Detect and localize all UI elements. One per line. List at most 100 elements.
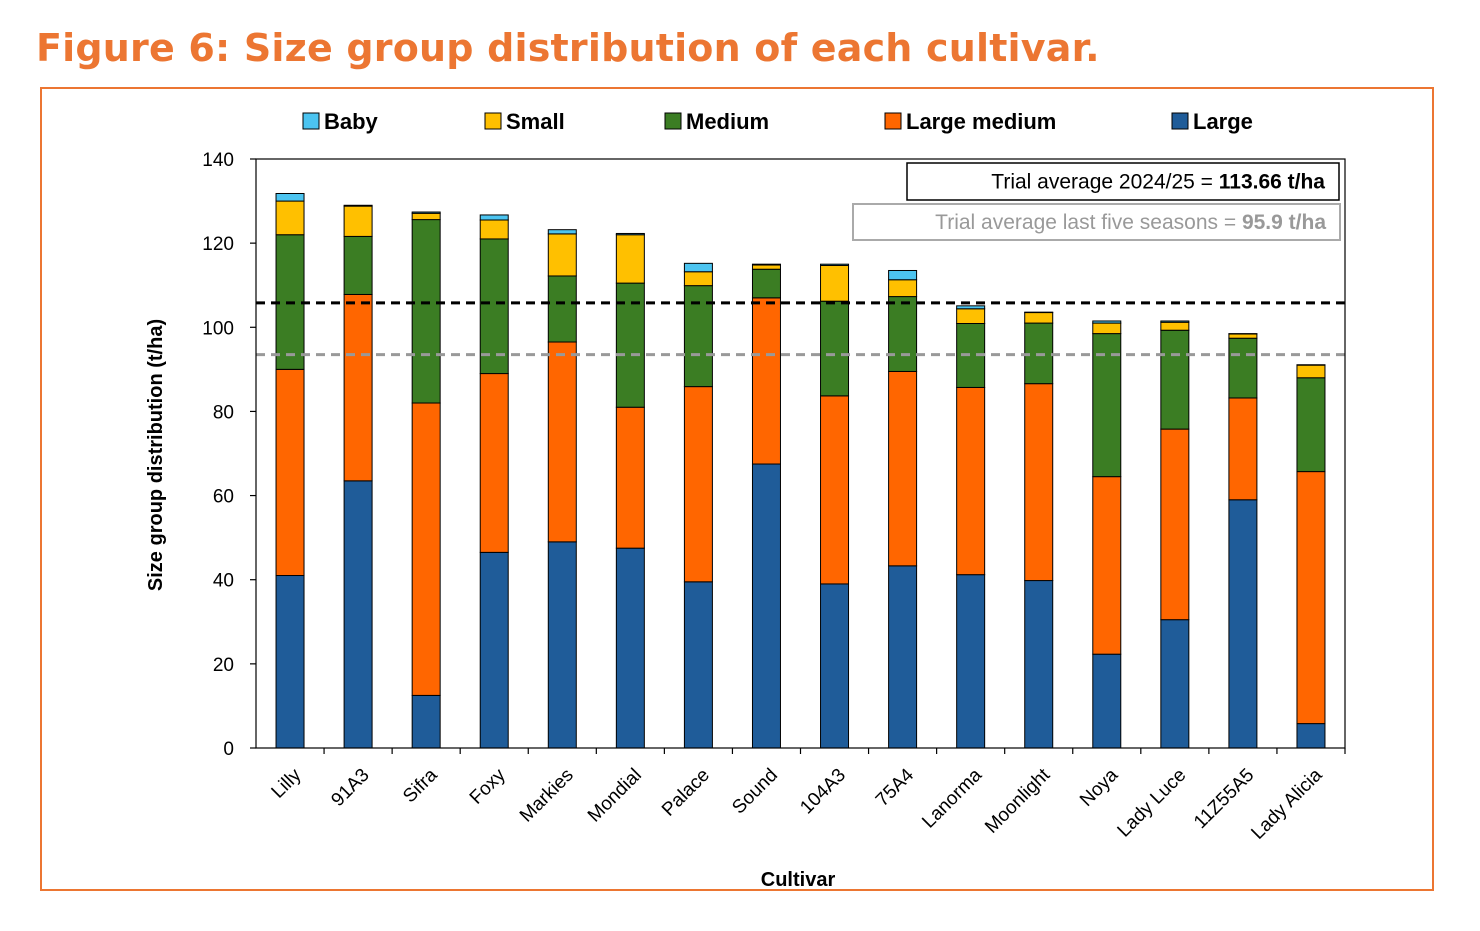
reference-annotation-2: Trial average last five seasons = 95.9 t…	[935, 211, 1326, 234]
bar-segment-small	[751, 264, 781, 270]
reference-lines	[256, 301, 1345, 357]
reference-value: 113.66 t/ha	[1219, 171, 1326, 194]
bar-segment-medium	[1160, 329, 1190, 430]
x-tick-label: 104A3	[796, 765, 850, 819]
bar-segment-small	[1228, 333, 1258, 339]
bar-segment-large	[479, 551, 509, 749]
bar-segment-small	[1092, 322, 1122, 335]
bar-segment-small	[956, 308, 986, 324]
bar-segment-small	[615, 234, 645, 284]
bar-segment-large-medium	[1296, 471, 1326, 725]
bar-segment-baby	[888, 269, 918, 281]
legend-label-small: Small	[506, 109, 565, 134]
legend-label-large: Large	[1193, 109, 1253, 134]
reference-boxes: Trial average 2024/25 = 113.66 t/ha Trial…	[852, 162, 1341, 241]
bar-segment-large	[1296, 723, 1326, 749]
x-tick-label: Lady Alicia	[1247, 764, 1326, 843]
bar-segment-small	[1160, 321, 1190, 331]
bar-segment-large	[343, 480, 373, 749]
bar-segment-small	[547, 233, 577, 277]
x-axis-label: Cultivar	[761, 869, 836, 891]
bar-segment-large	[275, 575, 305, 749]
bar-segment-large-medium	[1092, 476, 1122, 655]
x-tick-label: Lady Luce	[1114, 765, 1191, 842]
reference-label: Trial average 2024/25 =	[991, 171, 1218, 194]
bar-segment-baby	[615, 232, 645, 236]
legend-swatch-medium	[664, 112, 682, 130]
bar-segment-baby	[547, 229, 577, 235]
bar-segment-small	[479, 219, 509, 240]
x-tick-label: Foxy	[466, 764, 510, 808]
y-tick-label: 140	[202, 150, 234, 171]
bar-segment-medium	[411, 219, 441, 404]
bar-segment-large	[751, 463, 781, 749]
bar-segment-baby	[751, 263, 781, 266]
bar-segment-medium	[1228, 337, 1258, 399]
bar-segment-baby	[479, 214, 509, 221]
x-tick-label: Markies	[516, 765, 578, 827]
x-tick-label: Lilly	[268, 764, 306, 802]
legend-swatch-baby	[302, 112, 320, 130]
bar-segment-large-medium	[275, 368, 305, 577]
legend-swatch-large-medium	[884, 112, 902, 130]
bar-segment-small	[1296, 364, 1326, 379]
x-tick-label: 91A3	[327, 765, 373, 811]
y-axis-label: Size group distribution (t/ha)	[145, 319, 167, 591]
legend-swatch-small	[484, 112, 502, 130]
bar-segment-baby	[343, 204, 373, 207]
bar-segment-small	[888, 279, 918, 298]
bar-segment-small	[683, 271, 713, 287]
bar-segment-medium	[343, 235, 373, 295]
y-tick-label: 40	[213, 571, 234, 592]
bar-segment-baby	[1160, 320, 1190, 323]
legend-label-medium: Medium	[686, 109, 769, 134]
bar-segment-large	[547, 541, 577, 749]
reference-box-1	[906, 162, 1340, 201]
y-tick-label: 0	[223, 739, 234, 760]
bar-segment-large-medium	[479, 373, 509, 553]
bar-segment-large-medium	[820, 395, 850, 585]
chart-frame	[40, 87, 1434, 891]
bar-segment-small	[1024, 312, 1054, 324]
bar-segment-medium	[683, 285, 713, 388]
bar-segment-baby	[1092, 320, 1122, 324]
bars	[275, 192, 1326, 749]
bar-segment-large-medium	[683, 386, 713, 583]
y-tick-label: 80	[213, 402, 234, 423]
bar-segment-baby	[411, 211, 441, 214]
reference-label: Trial average last five seasons =	[935, 211, 1242, 234]
x-tick-label: 11Z55A5	[1190, 765, 1258, 833]
bar-segment-medium	[547, 275, 577, 343]
bar-segment-large-medium	[343, 293, 373, 482]
x-tick-label: Lanorma	[918, 764, 986, 832]
bar-segment-large	[1160, 619, 1190, 749]
bar-segment-medium	[751, 268, 781, 299]
bar-segment-large	[1092, 653, 1122, 749]
y-tick-label: 120	[202, 234, 234, 255]
bar-segment-small	[275, 200, 305, 236]
bar-segment-small	[343, 205, 373, 237]
bar-segment-large-medium	[1024, 383, 1054, 582]
legend-label-large-medium: Large medium	[906, 109, 1056, 134]
bar-segment-medium	[1296, 377, 1326, 473]
bar-segment-baby	[956, 305, 986, 310]
bar-segment-large	[411, 694, 441, 749]
x-tick-label: Palace	[658, 765, 714, 821]
figure-title: Figure 6: Size group distribution of eac…	[36, 26, 1100, 70]
legend-label-baby: Baby	[324, 109, 379, 134]
bar-segment-large-medium	[547, 341, 577, 543]
reference-box-2	[852, 203, 1341, 241]
bar-segment-small	[411, 212, 441, 221]
bar-segment-large	[1024, 580, 1054, 749]
x-tick-label: Moonlight	[981, 764, 1055, 838]
bar-segment-large-medium	[615, 406, 645, 549]
x-tick-label: Sound	[728, 765, 782, 819]
bar-segment-large-medium	[956, 386, 986, 576]
bar-segment-large	[956, 574, 986, 749]
bar-segment-large	[1228, 499, 1258, 749]
bar-segment-large-medium	[751, 297, 781, 465]
bar-segment-small	[820, 264, 850, 302]
bar-segment-large-medium	[411, 402, 441, 696]
bar-segment-baby	[275, 192, 305, 202]
